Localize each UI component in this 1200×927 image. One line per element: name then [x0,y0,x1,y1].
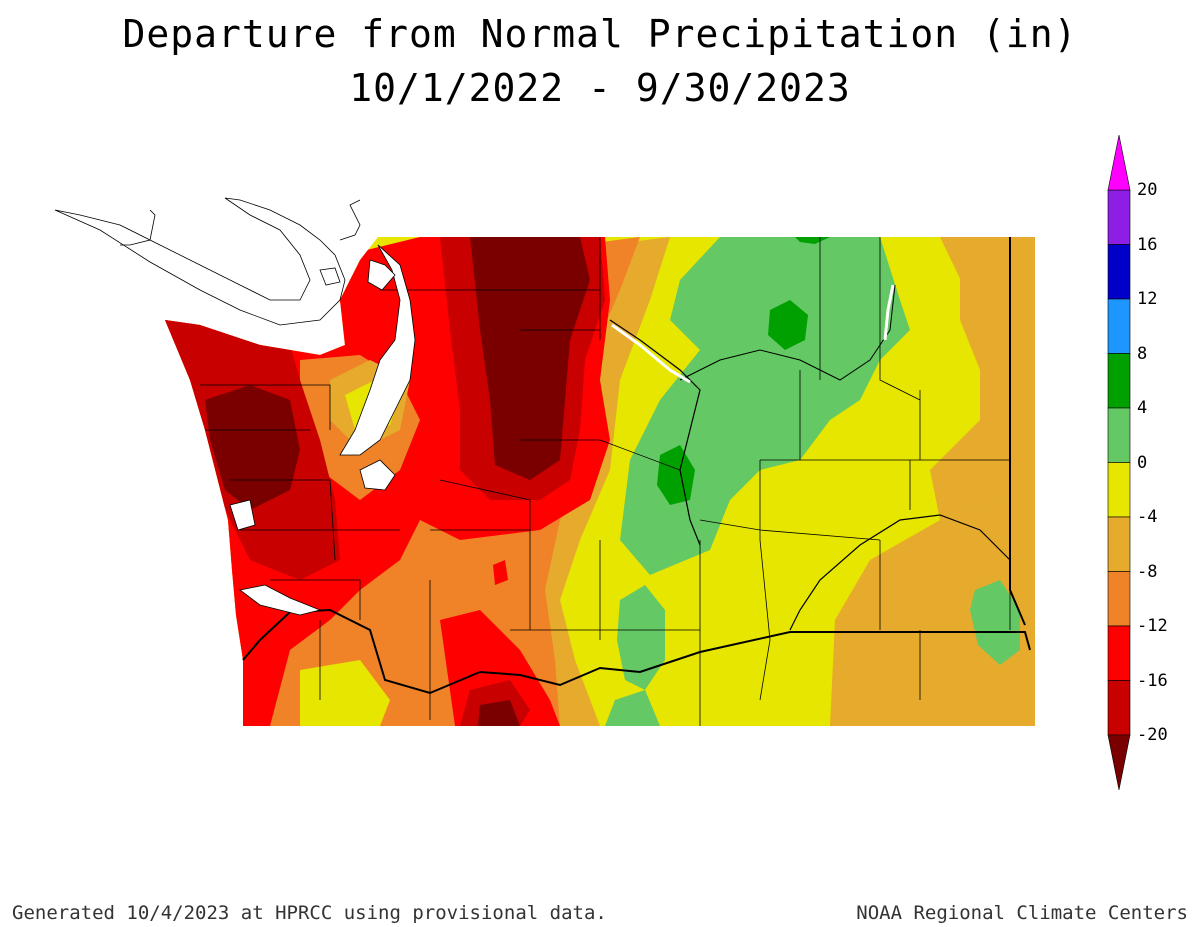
legend-swatch [1107,680,1131,736]
map-title: Departure from Normal Precipitation (in) [122,12,1078,56]
legend-swatch [1107,189,1131,245]
lake-roosevelt [611,323,691,384]
legend-tick-label: 16 [1137,234,1158,255]
legend-swatch [1107,516,1131,572]
vancouver-island [54,197,346,326]
map-date-range: 10/1/2022 - 9/30/2023 [349,66,851,110]
legend-swatch [1107,407,1131,463]
legend-swatch [1107,244,1131,300]
legend-swatch [1107,462,1131,518]
legend-top-arrow [1107,134,1131,191]
legend-tick-label: 8 [1137,343,1148,364]
legend-swatch [1107,353,1131,409]
puget-sound [339,244,416,456]
footer-credit: NOAA Regional Climate Centers [856,902,1188,924]
legend-tick-label: -16 [1137,670,1168,691]
legend-tick-label: -12 [1137,616,1168,636]
columbia-river [609,319,701,546]
legend-tick-label: 0 [1137,452,1148,473]
legend-colorbar [1107,134,1131,791]
legend-tick-label: 4 [1137,398,1148,418]
legend-swatch [1107,298,1131,354]
idaho-border [1009,237,1026,626]
legend-tick-label: 20 [1137,180,1158,200]
legend-tick-label: 12 [1137,289,1158,309]
legend-swatch [1107,625,1131,681]
legend-bottom-arrow [1107,734,1131,791]
pend-oreille-river [883,284,895,341]
legend-tick-label: -4 [1137,507,1158,527]
legend-tick-label: -20 [1137,725,1168,745]
footer-generated-note: Generated 10/4/2023 at HPRCC using provi… [12,902,607,924]
snake-river [789,514,1011,631]
legend-tick-label: -8 [1137,561,1158,582]
legend-swatch [1107,571,1131,627]
